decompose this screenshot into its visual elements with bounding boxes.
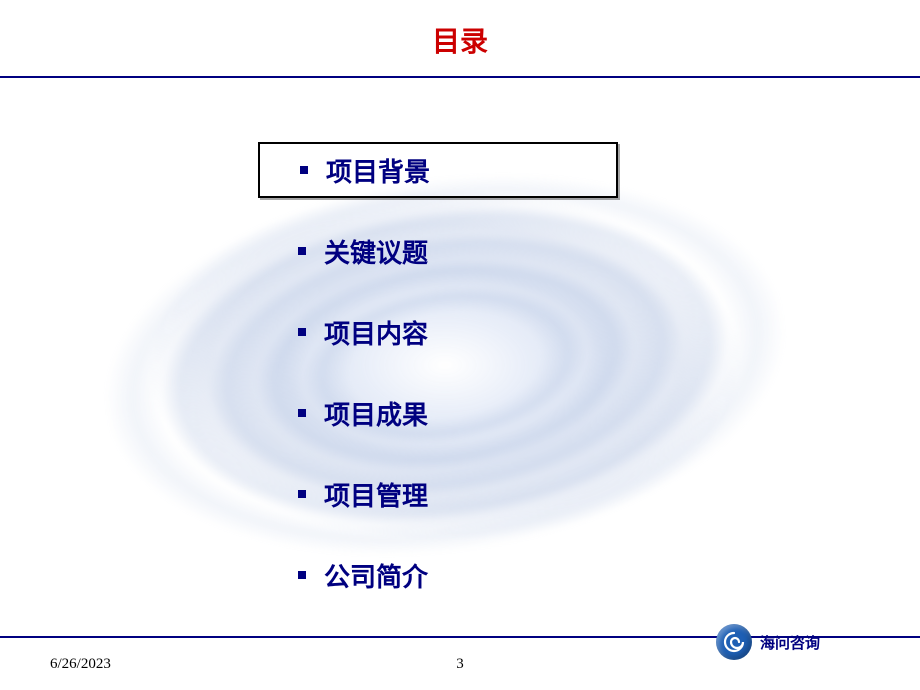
bullet-icon: [298, 328, 306, 336]
toc-label: 项目管理: [324, 476, 428, 513]
toc-label: 关键议题: [324, 233, 428, 270]
toc-item-4: 项目成果: [258, 385, 618, 441]
toc-item-2: 关键议题: [258, 223, 618, 279]
footer-page-number: 3: [0, 656, 920, 673]
toc-label: 公司简介: [324, 557, 428, 594]
slide-title: 目录: [0, 20, 920, 60]
toc-item-5: 项目管理: [258, 466, 618, 522]
toc-item-6: 公司简介: [258, 547, 618, 603]
toc-item-3: 项目内容: [258, 304, 618, 360]
divider-top: [0, 76, 920, 78]
toc-list: 项目背景 关键议题 项目内容 项目成果 项目管理 公司简介: [258, 142, 618, 603]
brand: 海问咨询: [716, 624, 820, 660]
bullet-icon: [298, 409, 306, 417]
bullet-icon: [300, 166, 308, 174]
toc-label: 项目成果: [324, 395, 428, 432]
bullet-icon: [298, 571, 306, 579]
toc-label: 项目背景: [326, 152, 430, 189]
bullet-icon: [298, 247, 306, 255]
swirl-icon: [722, 630, 746, 654]
bullet-icon: [298, 490, 306, 498]
brand-label: 海问咨询: [760, 632, 820, 653]
toc-label: 项目内容: [324, 314, 428, 351]
toc-item-1: 项目背景: [258, 142, 618, 198]
slide: 目录 项目背景 关键议题 项目内容 项目成果 项目管理 公司简介: [0, 0, 920, 690]
brand-logo-icon: [716, 624, 752, 660]
